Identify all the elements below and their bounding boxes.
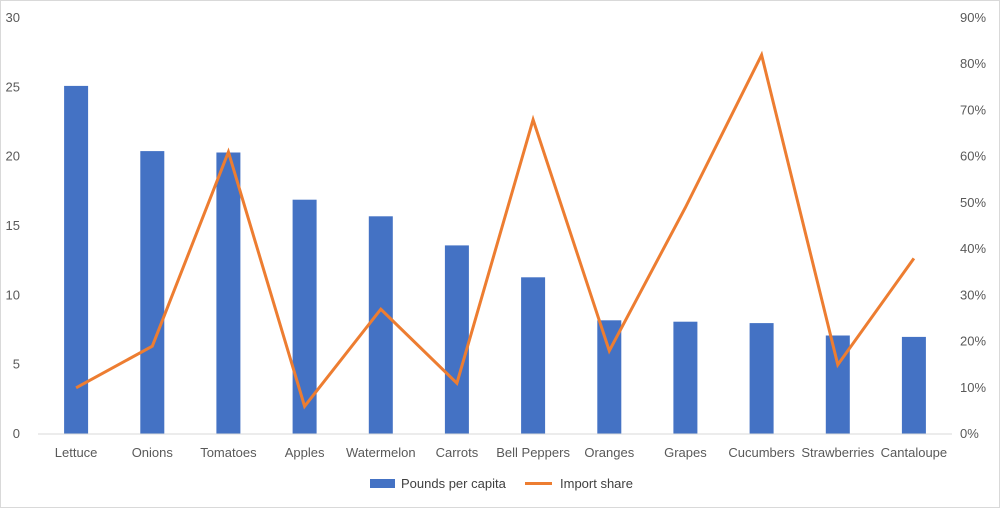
left-tick-label: 0 [13,426,20,441]
right-tick-label: 90% [960,10,986,25]
right-tick-label: 60% [960,149,986,164]
legend-swatch-pounds [370,479,395,488]
category-label: Grapes [664,445,707,460]
right-tick-label: 40% [960,241,986,256]
category-label: Apples [285,445,325,460]
left-axis-ticks: 0 5 10 15 20 25 30 [6,10,20,441]
right-axis-ticks: 0% 10% 20% 30% 40% 50% 60% 70% 80% 90% [960,10,986,441]
bar-onions [140,151,165,434]
right-tick-label: 20% [960,334,986,349]
right-tick-label: 10% [960,380,986,395]
legend-label-pounds: Pounds per capita [401,476,507,491]
bar-cantaloupe [901,336,926,434]
legend-label-import: Import share [560,476,633,491]
left-tick-label: 5 [13,357,20,372]
right-tick-label: 50% [960,195,986,210]
bar-bell-peppers [521,277,546,434]
right-tick-label: 30% [960,287,986,302]
left-tick-label: 20 [6,149,20,164]
category-label: Watermelon [346,445,416,460]
bar-cucumbers [749,323,774,434]
bar-lettuce [64,85,89,435]
bar-grapes [673,321,698,434]
category-label: Cantaloupe [881,445,948,460]
bar-tomatoes [216,152,241,434]
category-labels: Lettuce Onions Tomatoes Apples Watermelon Car… [55,445,947,460]
import-share-line [75,50,916,410]
right-tick-label: 80% [960,56,986,71]
right-tick-label: 70% [960,102,986,117]
bar-strawberries [825,335,850,434]
category-label: Oranges [584,445,634,460]
bars-layer [64,85,926,435]
category-label: Lettuce [55,445,98,460]
legend: Pounds per capita Import share [370,476,633,491]
right-tick-label: 0% [960,426,979,441]
line-layer [75,50,916,410]
left-tick-label: 25 [6,79,20,94]
category-label: Carrots [436,445,479,460]
bar-apples [292,199,317,434]
category-label: Strawberries [801,445,874,460]
left-tick-label: 10 [6,287,20,302]
bar-oranges [597,320,622,434]
left-tick-label: 15 [6,218,20,233]
bar-carrots [444,245,469,434]
category-label: Tomatoes [200,445,257,460]
category-label: Cucumbers [728,445,795,460]
bar-watermelon [368,216,393,434]
category-label: Bell Peppers [496,445,570,460]
left-tick-label: 30 [6,10,20,25]
category-label: Onions [132,445,174,460]
